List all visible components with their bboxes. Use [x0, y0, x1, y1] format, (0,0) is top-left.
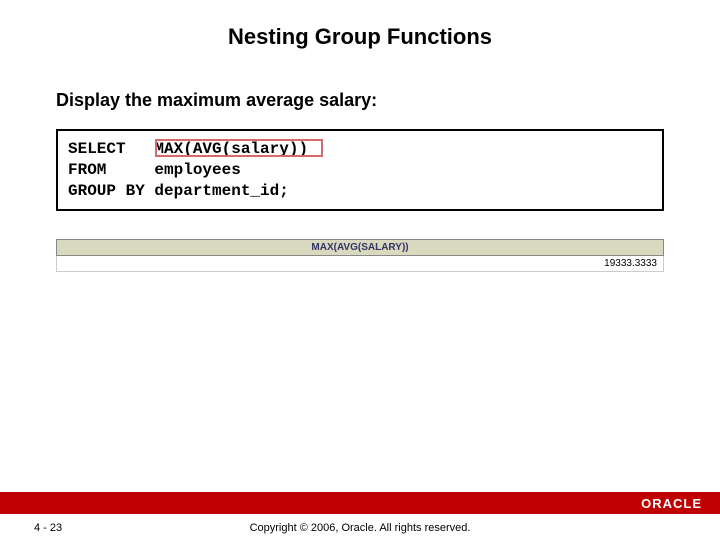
code-line-2: FROM employees: [68, 160, 652, 181]
oracle-logo: ORACLE: [641, 496, 702, 511]
code-line-3: GROUP BY department_id;: [68, 181, 652, 202]
result-data-row: 19333.3333: [57, 256, 664, 272]
code-line-1: SELECT MAX(AVG(salary)): [68, 139, 652, 160]
description-text: Display the maximum average salary:: [56, 90, 664, 111]
copyright-text: Copyright © 2006, Oracle. All rights res…: [0, 522, 720, 534]
sql-code-block: SELECT MAX(AVG(salary)) FROM employees G…: [56, 129, 664, 211]
footer-red-strip: [0, 492, 720, 514]
content-area: Display the maximum average salary: SELE…: [0, 90, 720, 272]
result-value-cell: 19333.3333: [57, 256, 664, 272]
result-header-row: MAX(AVG(SALARY)): [57, 240, 664, 256]
result-table: MAX(AVG(SALARY)) 19333.3333: [56, 239, 664, 272]
result-header-cell: MAX(AVG(SALARY)): [57, 240, 664, 256]
slide-title: Nesting Group Functions: [0, 0, 720, 90]
